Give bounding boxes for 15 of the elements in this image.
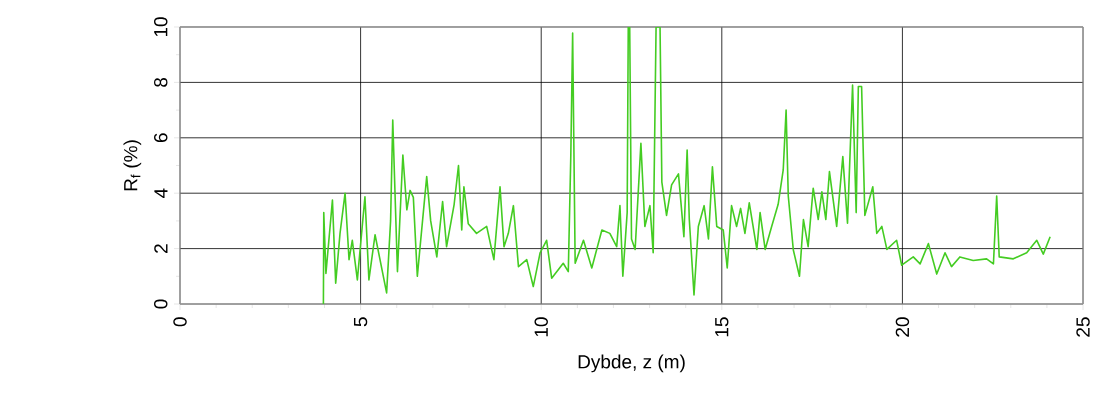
x-tick-label: 5 (353, 317, 368, 327)
line-series (322, 27, 1051, 304)
y-tick-label: 10 (154, 17, 168, 37)
y-axis-title: R$_{f}$ (%) (123, 140, 142, 191)
x-tick-label: 20 (895, 317, 910, 337)
y-tick-label: 0 (154, 299, 168, 309)
x-tick-label: 25 (1076, 317, 1090, 337)
y-tick-label: 2 (154, 244, 168, 253)
y-tick-label: 4 (154, 188, 168, 199)
x-axis-title: Dybde, z (m) (578, 354, 685, 373)
x-tick-label: 0 (173, 317, 187, 327)
y-tick-label: 6 (154, 133, 168, 143)
x-tick-label: 10 (534, 317, 548, 337)
y-tick-label: 8 (154, 77, 168, 87)
x-tick-label: 15 (715, 317, 729, 337)
